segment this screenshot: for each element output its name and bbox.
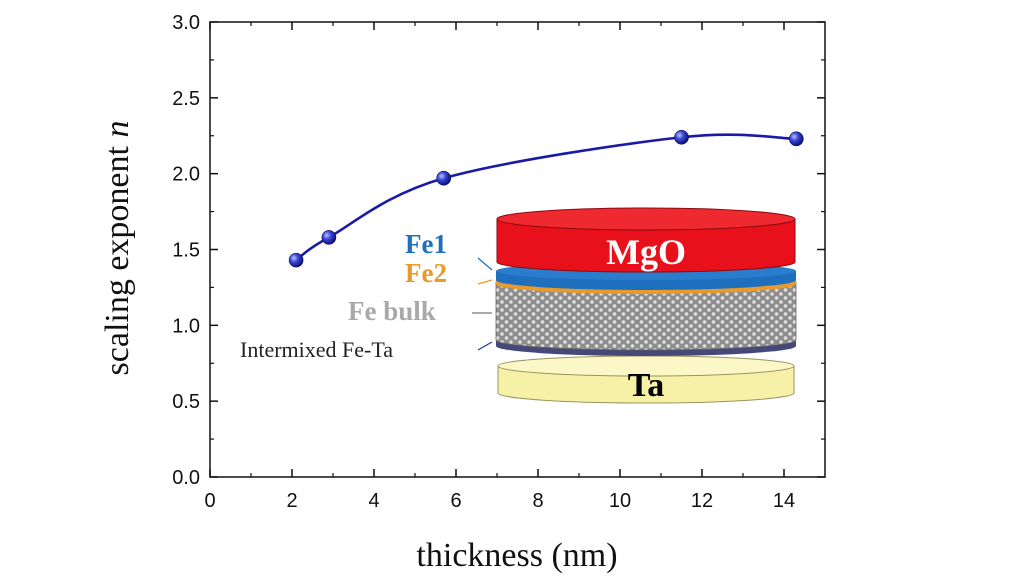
y-axis-title-main: scaling exponent <box>99 138 136 376</box>
y-tick-label: 1.0 <box>172 315 200 337</box>
layer-stack-inset: Ta MgO Fe1 Fe2 Fe bulk Intermixed Fe-Ta <box>240 207 797 404</box>
y-tick-label: 2.0 <box>172 164 200 186</box>
x-tick-label: 14 <box>773 490 795 512</box>
fe1-label: Fe1 <box>405 229 447 259</box>
fe2-label: Fe2 <box>405 258 447 288</box>
x-tick-label: 12 <box>691 490 713 512</box>
mgo-label: MgO <box>606 232 686 272</box>
y-axis-title: scaling exponent n <box>99 121 136 376</box>
data-points <box>288 129 804 268</box>
ta-layer-side <box>497 365 795 404</box>
x-axis-title: thickness (nm) <box>416 537 617 574</box>
y-tick-labels: 0.0 0.5 1.0 1.5 2.0 2.5 3.0 <box>172 12 200 489</box>
fe-bulk-layer <box>495 281 797 351</box>
data-point <box>788 131 804 147</box>
axis-ticks <box>209 21 825 478</box>
x-tick-label: 0 <box>204 490 215 512</box>
pointer-arrows <box>472 257 493 351</box>
data-point <box>436 170 452 186</box>
y-tick-label: 3.0 <box>172 12 200 34</box>
x-tick-label: 4 <box>368 490 379 512</box>
x-tick-label: 8 <box>532 490 543 512</box>
x-tick-label: 2 <box>286 490 297 512</box>
mgo-layer-side <box>496 218 796 273</box>
x-tick-label: 6 <box>450 490 461 512</box>
y-tick-label: 2.5 <box>172 88 200 110</box>
x-tick-labels: 0 2 4 6 8 10 12 14 <box>204 490 795 512</box>
y-tick-label: 0.0 <box>172 467 200 489</box>
y-tick-label: 1.5 <box>172 240 200 262</box>
ta-label: Ta <box>628 367 665 404</box>
data-point <box>674 129 689 145</box>
fe-bulk-label: Fe bulk <box>348 296 436 326</box>
y-tick-label: 0.5 <box>172 391 200 413</box>
data-point <box>288 252 304 268</box>
data-point <box>321 230 337 245</box>
x-tick-label: 10 <box>609 490 631 512</box>
intermixed-label: Intermixed Fe-Ta <box>240 337 393 362</box>
y-axis-title-variable: n <box>99 121 136 138</box>
mgo-layer-top <box>496 207 796 231</box>
